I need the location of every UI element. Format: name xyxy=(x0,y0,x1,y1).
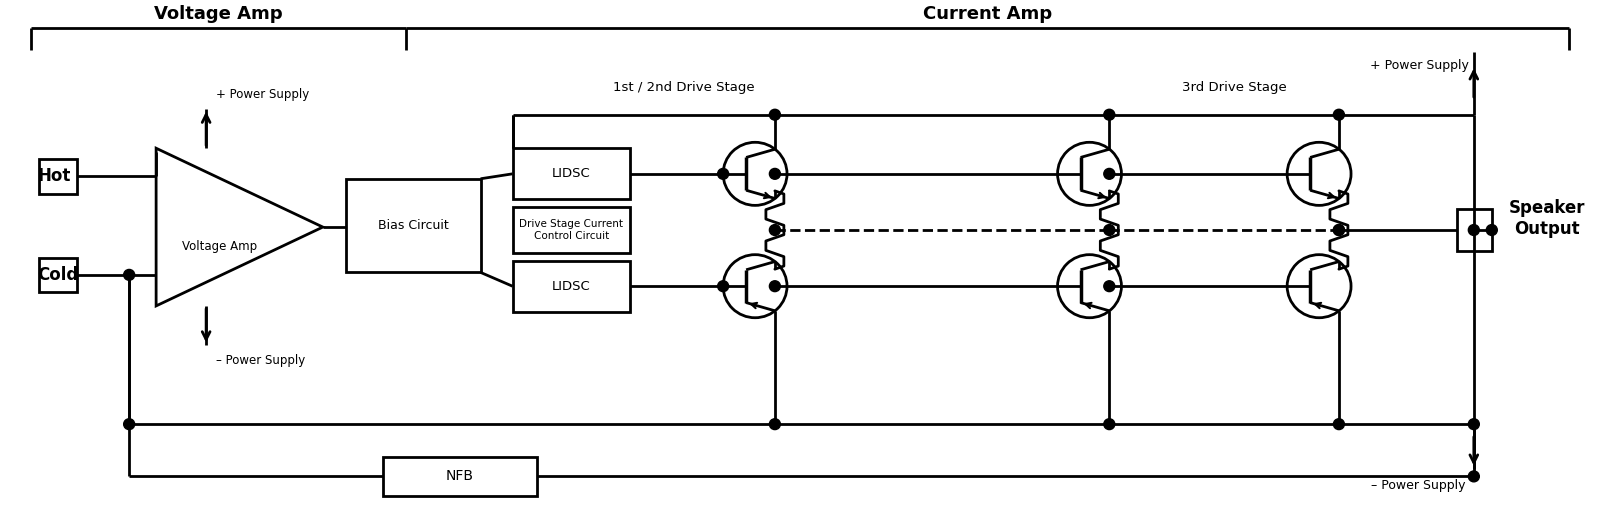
Circle shape xyxy=(770,169,781,179)
Circle shape xyxy=(1333,225,1344,236)
Circle shape xyxy=(770,419,781,430)
Circle shape xyxy=(1058,142,1122,205)
Circle shape xyxy=(718,169,728,179)
Text: Current Amp: Current Amp xyxy=(923,5,1051,23)
Circle shape xyxy=(1104,419,1115,430)
Circle shape xyxy=(1333,109,1344,120)
Circle shape xyxy=(1333,419,1344,430)
Text: Speaker
Output: Speaker Output xyxy=(1509,199,1586,238)
Text: Cold: Cold xyxy=(37,266,78,284)
Bar xyxy=(346,179,480,272)
Text: – Power Supply: – Power Supply xyxy=(1371,479,1466,492)
Text: LIDSC: LIDSC xyxy=(552,280,590,293)
Circle shape xyxy=(1104,169,1115,179)
Text: + Power Supply: + Power Supply xyxy=(216,87,309,101)
Bar xyxy=(382,456,538,496)
Bar xyxy=(1458,209,1491,251)
Text: – Power Supply: – Power Supply xyxy=(216,354,306,367)
Circle shape xyxy=(770,225,781,236)
Circle shape xyxy=(123,419,134,430)
Text: Drive Stage Current
Control Circuit: Drive Stage Current Control Circuit xyxy=(520,219,624,241)
Circle shape xyxy=(770,281,781,292)
Text: Hot: Hot xyxy=(37,167,70,185)
Circle shape xyxy=(1286,142,1350,205)
Circle shape xyxy=(770,109,781,120)
Circle shape xyxy=(1058,255,1122,318)
Text: Bias Circuit: Bias Circuit xyxy=(378,219,448,232)
Bar xyxy=(40,159,77,194)
Text: LIDSC: LIDSC xyxy=(552,168,590,180)
Circle shape xyxy=(1469,471,1480,482)
Circle shape xyxy=(1469,419,1480,430)
Text: + Power Supply: + Power Supply xyxy=(1370,59,1469,72)
Circle shape xyxy=(1333,225,1344,236)
Text: Voltage Amp: Voltage Amp xyxy=(182,240,258,253)
Circle shape xyxy=(723,142,787,205)
Circle shape xyxy=(1104,281,1115,292)
Text: Voltage Amp: Voltage Amp xyxy=(154,5,283,23)
Text: 1st / 2nd Drive Stage: 1st / 2nd Drive Stage xyxy=(613,81,755,94)
Circle shape xyxy=(123,269,134,280)
Bar xyxy=(512,207,630,253)
Bar xyxy=(512,261,630,312)
Text: 3rd Drive Stage: 3rd Drive Stage xyxy=(1182,81,1286,94)
Circle shape xyxy=(1486,225,1498,236)
Circle shape xyxy=(1104,225,1115,236)
Circle shape xyxy=(1469,225,1480,236)
Circle shape xyxy=(1104,109,1115,120)
Circle shape xyxy=(1286,255,1350,318)
Bar xyxy=(40,257,77,292)
Circle shape xyxy=(718,281,728,292)
Text: NFB: NFB xyxy=(446,469,474,484)
Circle shape xyxy=(723,255,787,318)
Bar xyxy=(512,148,630,200)
